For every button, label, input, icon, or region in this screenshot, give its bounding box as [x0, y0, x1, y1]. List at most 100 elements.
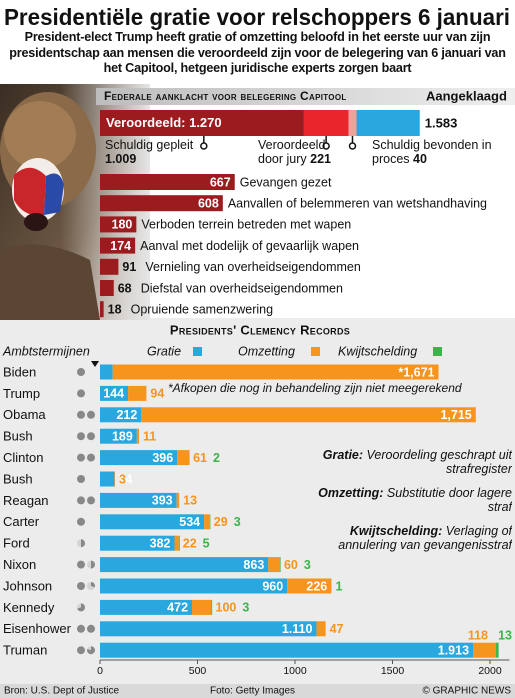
category-label: Reagan — [3, 493, 49, 508]
definition-text: Verlaging of annulering van gevangenisst… — [338, 524, 512, 552]
category-label: Bush — [3, 471, 33, 486]
title: Presidentiële gratie voor relschoppers 6… — [4, 4, 510, 30]
callout-box: Veroordeeld door jury 221 — [258, 138, 338, 166]
bar-segment — [268, 557, 280, 573]
segment-bar — [348, 110, 357, 136]
term-dots — [77, 560, 95, 569]
value-label: 3 — [304, 558, 311, 572]
term-dot — [77, 560, 85, 569]
value-label: 667 — [210, 175, 231, 189]
value-label: 393 — [152, 494, 173, 508]
value-label: 118 — [468, 628, 488, 642]
callout-dot — [348, 142, 357, 150]
bar-segment — [204, 514, 210, 530]
category-label: Kennedy — [3, 600, 55, 615]
convicted-value: 1.270 — [189, 115, 222, 130]
term-dot — [77, 410, 85, 419]
definition-text: Veroordeling geschrapt uit strafregister — [366, 448, 512, 476]
value-label: 212 — [116, 408, 137, 422]
bar — [100, 258, 119, 275]
value-label: 61 — [193, 451, 207, 465]
bar-segment — [100, 578, 288, 594]
bar-segment — [176, 492, 180, 508]
bar-segment — [100, 364, 113, 380]
value-label: 22 — [183, 536, 197, 550]
value-label: 960 — [262, 579, 283, 593]
definition-term: Gratie: — [322, 448, 364, 462]
callout-value: 1.009 — [105, 152, 137, 166]
callout-name: Schuldig gepleit — [105, 138, 194, 152]
definition-term: Omzetting: — [318, 486, 384, 500]
definition: Kwijtschelding: Verlaging of annulering … — [300, 524, 512, 552]
term-dots — [77, 432, 95, 441]
term-dots — [77, 496, 95, 505]
term-dot — [87, 496, 95, 505]
category-label: Aanvallen of belemmeren van wetshandhavi… — [228, 196, 487, 210]
callout-box: Schuldig gepleit 1.009 — [105, 138, 200, 166]
value-label: 1.110 — [282, 622, 313, 636]
term-dot — [77, 432, 85, 441]
legend-label: Omzetting — [238, 344, 295, 358]
bar-segment — [100, 407, 142, 423]
term-dot-part — [91, 582, 96, 588]
category-label: Truman — [3, 643, 47, 658]
bar-segment — [114, 471, 116, 487]
note: *Afkopen die nog in behandeling zijn nie… — [168, 381, 462, 395]
callout-value: 40 — [413, 152, 427, 166]
bar-segment — [100, 385, 129, 401]
value-label: 60 — [284, 558, 298, 572]
category-label: Biden — [3, 364, 36, 379]
value-label: 180 — [112, 218, 133, 232]
callout-name: Schuldig bevonden in proces — [372, 138, 492, 166]
value-label: 94 — [150, 387, 164, 401]
value-label: 18 — [108, 302, 122, 316]
definition-box: Kwijtschelding: Verlaging of annulering … — [300, 524, 512, 552]
value-label: 74 — [118, 472, 132, 486]
term-dot — [77, 475, 85, 483]
subtitle: President-elect Trump heeft gratie of om… — [9, 30, 506, 75]
callout: Veroordeeld door jury 221 — [258, 138, 338, 166]
category-label: Diefstal van overheidseigendommen — [141, 281, 343, 295]
callout-dot — [322, 142, 330, 150]
value-label: 144 — [103, 387, 124, 401]
bar — [100, 280, 114, 296]
term-dot — [87, 432, 95, 441]
value-label: 226 — [306, 579, 327, 593]
value-label: 47 — [330, 622, 344, 636]
value-label: 174 — [110, 239, 131, 253]
term-dot — [77, 624, 85, 633]
value-label: 13 — [183, 494, 197, 508]
callout: Schuldig bevonden in proces 40 — [372, 138, 512, 166]
bar-segment — [316, 621, 326, 637]
term-dots — [77, 368, 85, 376]
value-label: 1 — [335, 579, 342, 593]
bar-segment — [100, 599, 193, 615]
footer-bar — [0, 684, 515, 698]
bar-segment — [192, 599, 212, 615]
term-dots — [77, 453, 95, 462]
legend-swatch — [433, 347, 442, 356]
bar-segment — [473, 642, 497, 658]
term-dot-part — [91, 560, 95, 569]
term-dot-part — [77, 603, 86, 612]
category-label: Opruiende samenzwering — [131, 302, 273, 316]
category-label: Vernieling van overheidseigendommen — [145, 260, 360, 274]
bar-segment — [100, 514, 205, 530]
term-dot — [77, 646, 85, 655]
bar-segment — [178, 535, 180, 551]
bar-segment — [177, 450, 190, 466]
value-label: 534 — [179, 515, 200, 529]
category-label: Aanval met dodelijk of gevaarlijk wapen — [140, 239, 359, 253]
callout: Schuldig gepleit 1.009 — [105, 138, 200, 166]
value-label: 91 — [122, 260, 136, 274]
segment-bar — [100, 110, 304, 136]
value-label: 1.913 — [438, 643, 469, 657]
bar-segment — [100, 492, 177, 508]
callout-dot — [200, 142, 208, 150]
category-label: Clinton — [3, 450, 43, 465]
bar-segment — [136, 428, 139, 444]
value-label: 5 — [203, 536, 210, 550]
value-label: 189 — [112, 429, 133, 443]
bar-segment — [100, 471, 115, 487]
